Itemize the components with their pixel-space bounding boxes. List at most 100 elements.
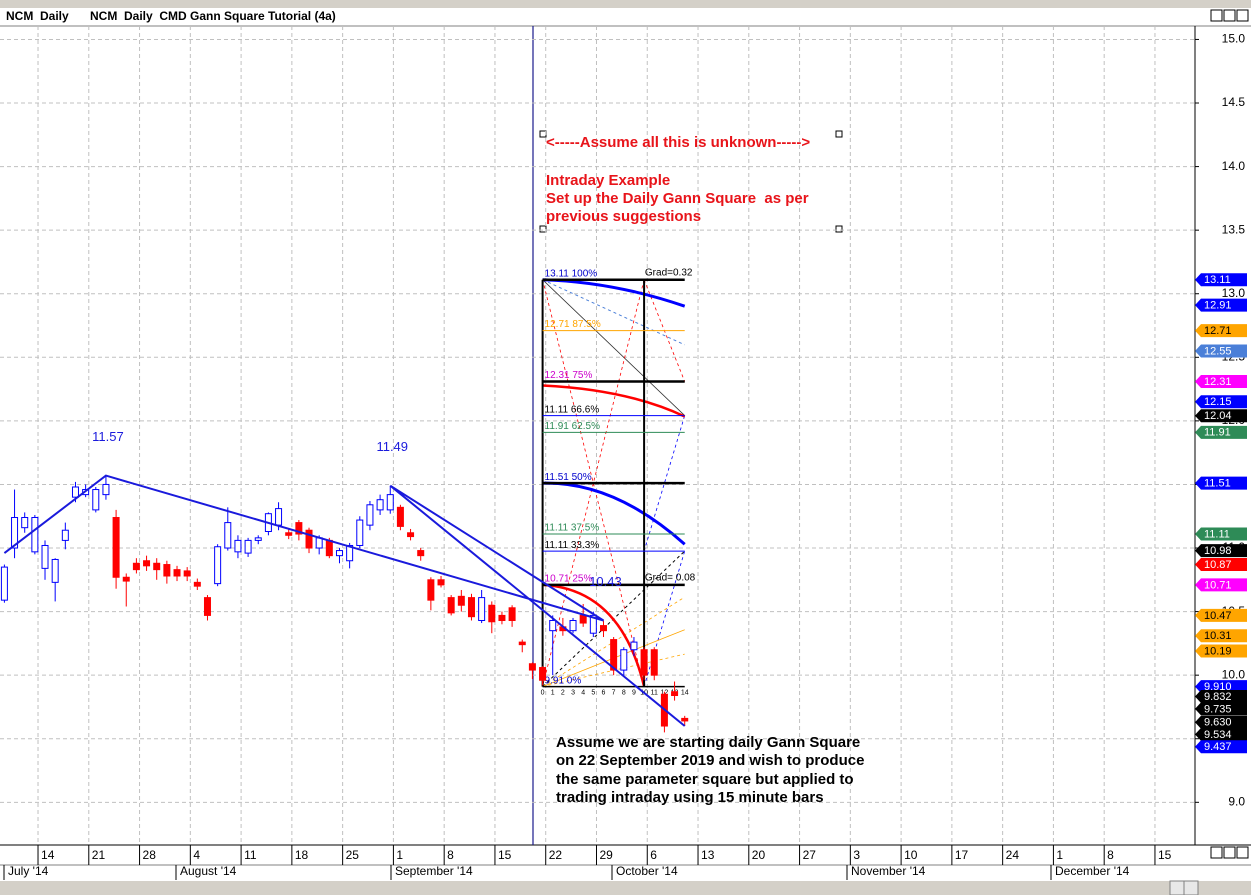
bottom-buttons[interactable] [1210, 846, 1249, 859]
candle-body [254, 537, 262, 541]
gann-bar-number: 2 [561, 689, 565, 696]
candle-body [346, 544, 354, 562]
gann-line [542, 279, 645, 687]
candle-body [51, 558, 59, 583]
x-tick-label: 15 [498, 848, 512, 862]
annotation-handles [539, 130, 843, 233]
candle-body [407, 532, 415, 538]
price-badge-label: 12.31 [1204, 376, 1232, 388]
price-badge [1195, 324, 1247, 338]
price-badge-label: 12.71 [1204, 325, 1232, 337]
y-tick-label: 13.5 [1222, 222, 1246, 236]
annotation: on 22 September 2019 and wish to produce [556, 752, 864, 769]
price-badge [1195, 629, 1247, 643]
y-tick-label: 9.0 [1228, 794, 1245, 808]
price-badge [1195, 740, 1247, 754]
candle-body [427, 579, 435, 601]
gann-level-label: 12.71 87.5% [545, 319, 601, 330]
price-badge [1195, 344, 1247, 358]
gann-line [542, 384, 686, 418]
month-label: October '14 [616, 864, 678, 878]
candle-body [508, 607, 516, 621]
x-tick-label: 11 [244, 848, 257, 862]
annotation: previous suggestions [546, 208, 701, 225]
candle-body [31, 517, 39, 553]
restore-button[interactable] [1223, 9, 1236, 22]
price-badge-label: 13.11 [1204, 274, 1231, 286]
price-badge-label: 10.31 [1204, 630, 1232, 642]
gann-level-label: 13.11 100% [545, 268, 598, 279]
y-tick-label: 13.0 [1222, 286, 1246, 300]
candle-body [630, 641, 638, 651]
gann-level-label: 11.91 62.5% [545, 421, 601, 432]
gann-level-label: 11.11 66.6% [545, 404, 600, 415]
price-badge [1195, 680, 1247, 694]
candle-body [640, 649, 648, 676]
price-badge [1195, 715, 1247, 729]
x-tick-label: 24 [1006, 848, 1020, 862]
window-buttons[interactable] [1210, 9, 1249, 22]
scroll-right[interactable] [1183, 880, 1199, 895]
x-tick-label: 28 [143, 848, 157, 862]
x-tick-label: 20 [752, 848, 766, 862]
y-tick-label: 14.5 [1222, 95, 1246, 109]
close-button[interactable] [1236, 9, 1249, 22]
close-button[interactable] [1236, 846, 1249, 859]
price-badge [1195, 527, 1247, 541]
gann-bar-number: 3 [571, 689, 575, 696]
candle-body [132, 562, 140, 571]
candle-body [549, 619, 557, 632]
candle-body [41, 544, 49, 569]
price-badge [1195, 690, 1247, 704]
candle-body [376, 499, 384, 511]
candle-body [234, 539, 242, 553]
gann-grad: Grad= 0.08 [645, 573, 696, 584]
price-badge-label: 9.910 [1204, 681, 1232, 693]
candle-body [61, 529, 69, 541]
gann-bar-number: 0 [541, 689, 545, 696]
scroll-left[interactable] [1169, 880, 1185, 895]
candle-body [163, 564, 171, 577]
candle-body [579, 614, 587, 624]
scrollbar[interactable] [0, 881, 1251, 895]
candle-body [620, 649, 628, 671]
gann-bar-number: 1 [551, 689, 555, 696]
y-tick-label: 10.0 [1222, 667, 1246, 681]
candle-body [285, 532, 293, 536]
candle-body [325, 539, 333, 557]
candle-body [173, 569, 181, 577]
price-badge [1195, 578, 1247, 592]
y-tick-label: 15.0 [1222, 32, 1246, 46]
handle [835, 225, 843, 233]
candle-body [681, 717, 689, 722]
price-badge-label: 12.15 [1204, 396, 1232, 408]
restore-button[interactable] [1223, 846, 1236, 859]
candle-body [457, 595, 465, 606]
gann-square: 13.11 100% 12.71 87.5% 12.31 75% 11.11 66.6… [541, 267, 696, 696]
month-label: November '14 [851, 864, 926, 878]
minimize-button[interactable] [1210, 9, 1223, 22]
x-tick-label: 3 [853, 848, 860, 862]
candle-body [122, 576, 130, 582]
annotation: <-----Assume all this is unknown-----> [546, 134, 810, 151]
candle-body [447, 597, 455, 614]
price-badge-label: 11.11 [1204, 528, 1230, 540]
x-tick-label: 25 [346, 848, 360, 862]
gann-line [542, 583, 646, 687]
candle-body [112, 517, 120, 578]
candle-body [610, 639, 618, 671]
minimize-button[interactable] [1210, 846, 1223, 859]
candle-body [21, 517, 29, 529]
candle-body [539, 667, 547, 681]
candle-body [305, 529, 313, 549]
gann-bar-number: 4 [581, 689, 585, 696]
gann-bar-number: 11 [651, 689, 658, 696]
candle-body [671, 691, 679, 697]
gann-bar-number: 7 [612, 689, 616, 696]
gann-bar-number: 9 [632, 689, 636, 696]
candle-body [153, 562, 161, 571]
x-tick-label: 10 [904, 848, 918, 862]
candle-body [143, 560, 151, 567]
